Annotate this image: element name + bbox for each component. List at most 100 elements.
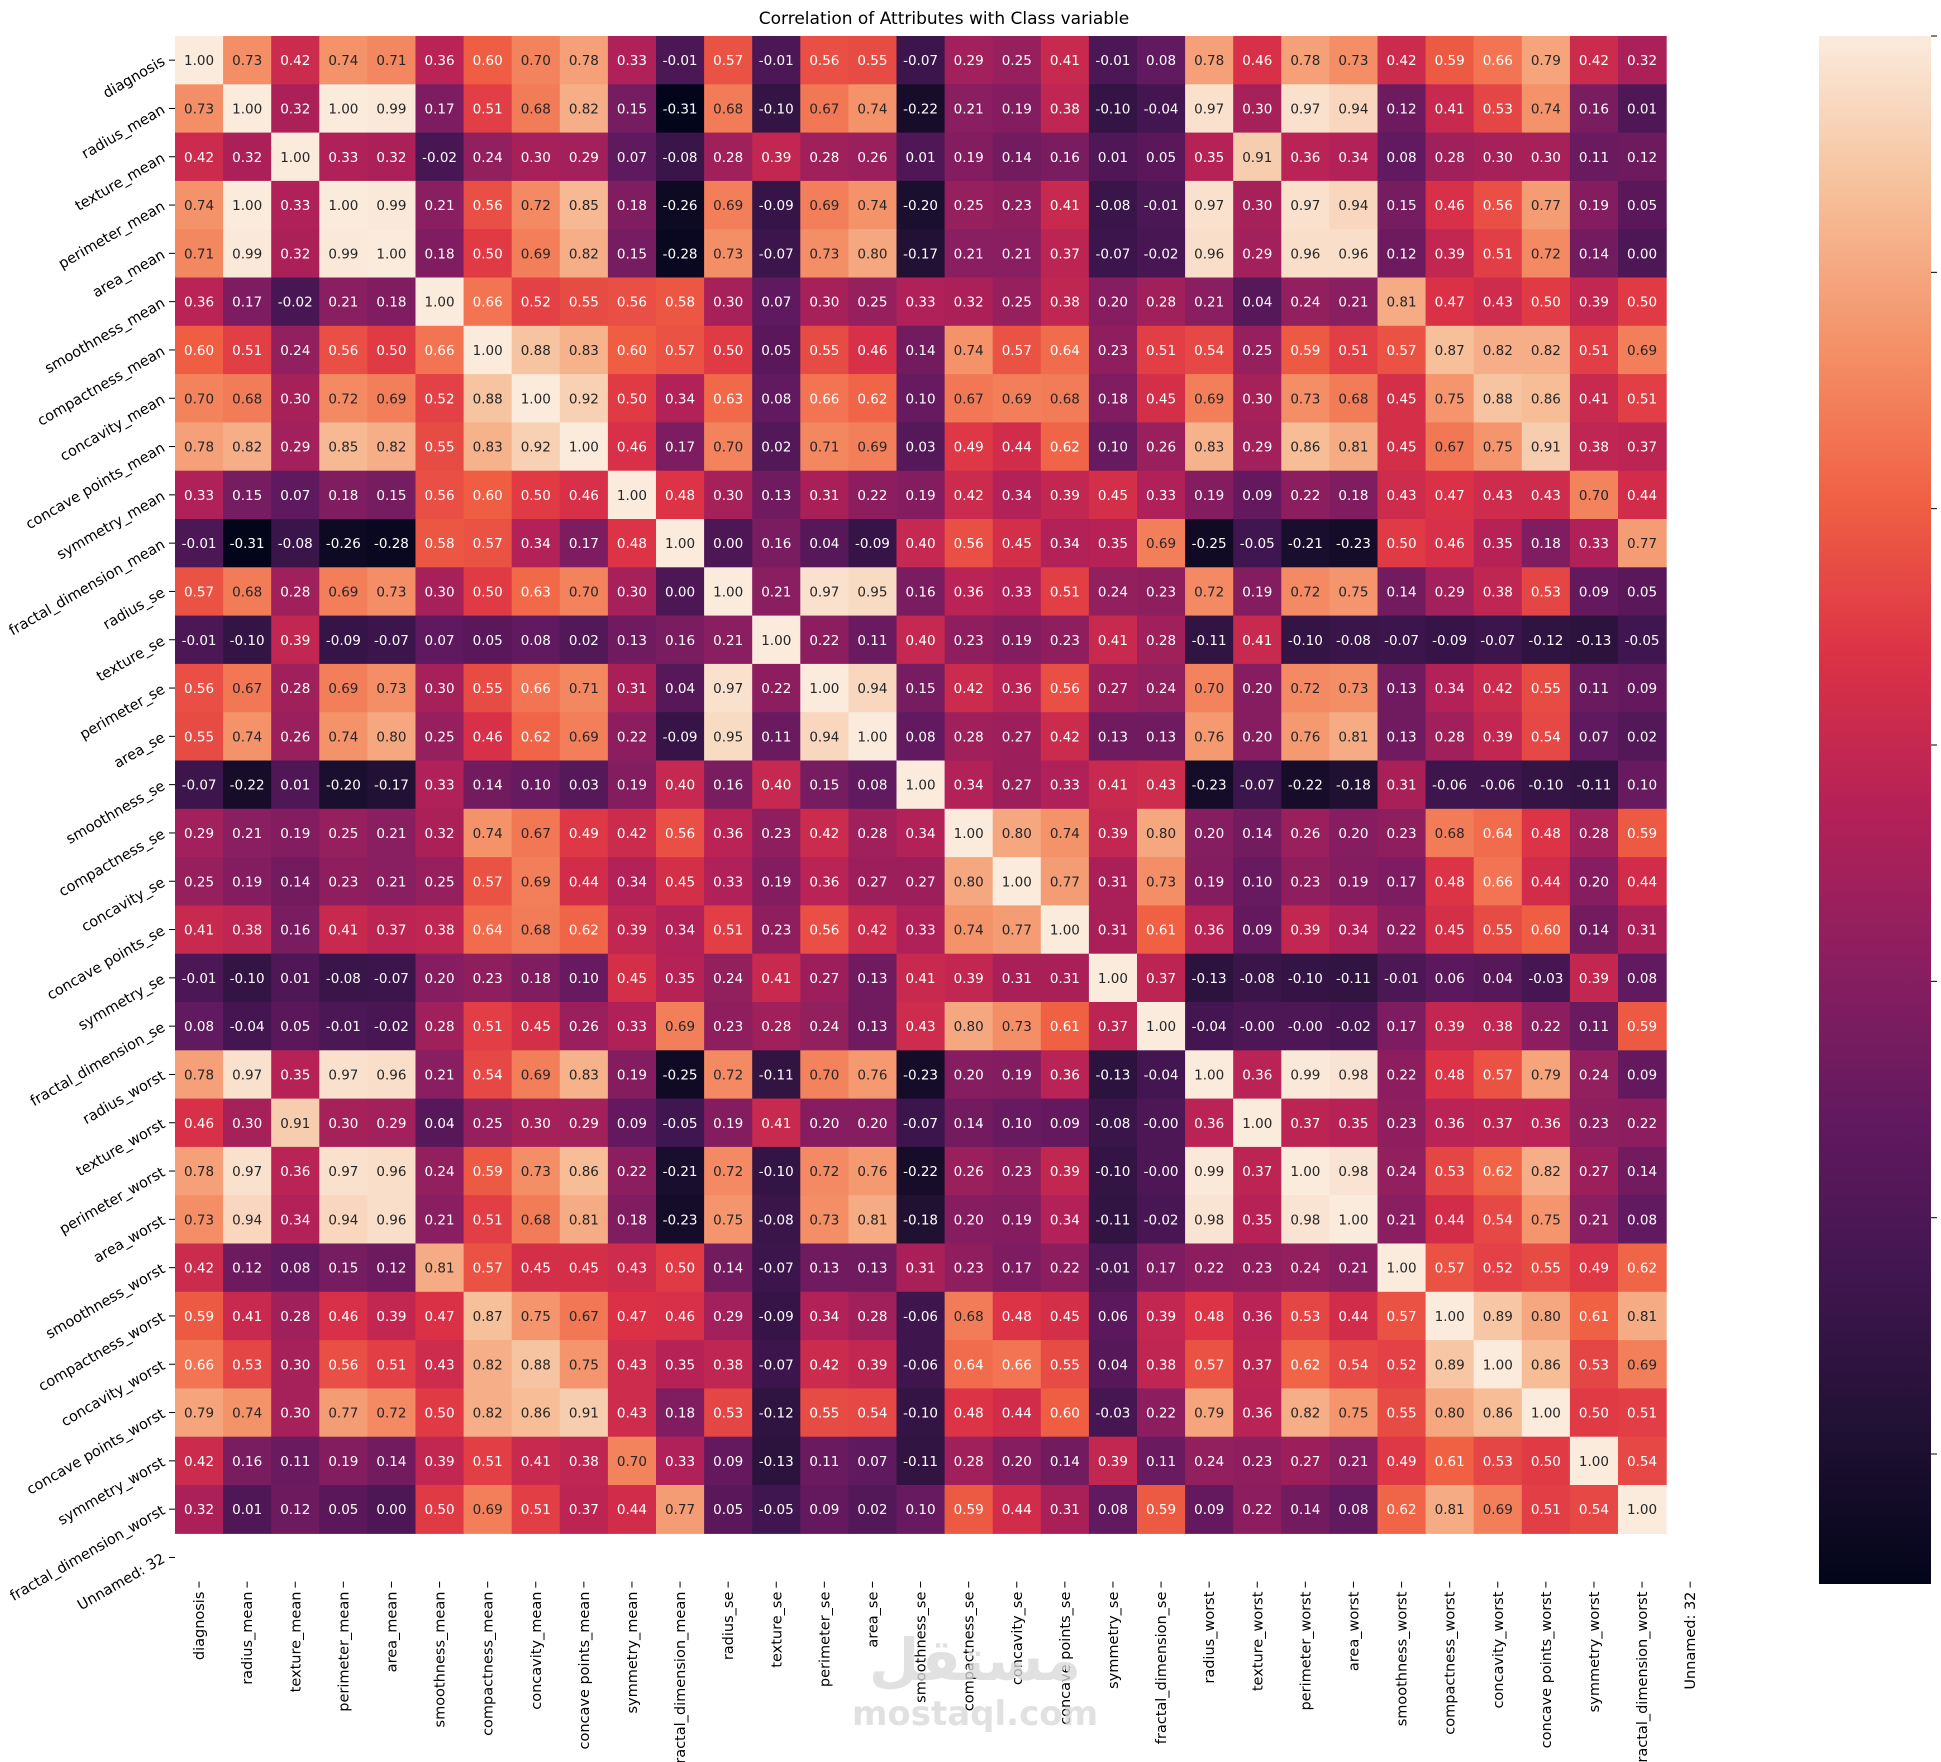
heatmap-cell bbox=[607, 36, 657, 85]
heatmap-cell bbox=[848, 84, 898, 134]
heatmap-cell-value: 0.17 bbox=[232, 295, 262, 311]
heatmap-cell-value: 0.07 bbox=[857, 1454, 887, 1470]
heatmap-cell-value: 0.57 bbox=[1387, 1309, 1417, 1325]
heatmap-cell-value: 0.60 bbox=[184, 343, 214, 359]
heatmap-cell bbox=[1088, 132, 1138, 182]
heatmap-cell bbox=[271, 36, 320, 85]
column-label: concavity_mean bbox=[529, 1592, 545, 1710]
heatmap-cell bbox=[1618, 663, 1667, 713]
heatmap-cell-value: 0.32 bbox=[1627, 53, 1657, 69]
heatmap-cell bbox=[1329, 374, 1379, 423]
heatmap-cell bbox=[1425, 470, 1475, 520]
heatmap-cell bbox=[271, 374, 320, 423]
heatmap-cell bbox=[607, 567, 657, 617]
heatmap-cell bbox=[896, 1291, 946, 1341]
heatmap-cell bbox=[848, 1340, 898, 1389]
heatmap-cell-value: 0.17 bbox=[665, 440, 695, 456]
heatmap-cell bbox=[559, 567, 609, 617]
heatmap-cell-value: 0.21 bbox=[954, 101, 984, 117]
heatmap-cell-value: 0.29 bbox=[1242, 440, 1272, 456]
heatmap-cell-value: 0.21 bbox=[425, 198, 455, 214]
heatmap-cell-value: 0.25 bbox=[473, 1116, 503, 1132]
column-label: perimeter_mean bbox=[336, 1592, 352, 1712]
heatmap-cell bbox=[415, 1388, 465, 1438]
heatmap-cell-value: 0.25 bbox=[328, 826, 358, 842]
heatmap-cell bbox=[175, 1340, 224, 1389]
heatmap-cell-value: 0.59 bbox=[1627, 826, 1657, 842]
heatmap-cell bbox=[1281, 84, 1330, 134]
heatmap-cell bbox=[271, 277, 320, 327]
row-label: fractal_dimension_worst bbox=[8, 1503, 169, 1605]
heatmap-cell bbox=[1425, 905, 1475, 955]
heatmap-cell bbox=[319, 229, 368, 279]
heatmap-cell-value: 0.09 bbox=[809, 1502, 839, 1518]
heatmap-cell-value: 0.15 bbox=[376, 488, 406, 504]
heatmap-cell bbox=[415, 1146, 465, 1196]
heatmap-cell bbox=[1137, 905, 1186, 955]
heatmap-cell-value: 0.43 bbox=[1483, 488, 1513, 504]
heatmap-cell bbox=[1521, 470, 1571, 520]
heatmap-cell bbox=[175, 229, 224, 279]
heatmap-cell bbox=[1281, 615, 1330, 665]
heatmap-cell bbox=[656, 567, 705, 617]
heatmap-cell-value: 0.62 bbox=[1627, 1261, 1657, 1277]
heatmap-cell-value: 0.73 bbox=[376, 584, 406, 600]
heatmap-cell-value: 0.43 bbox=[617, 1357, 647, 1373]
heatmap-cell-value: 0.99 bbox=[376, 101, 406, 117]
heatmap-cell-value: 0.82 bbox=[473, 1406, 503, 1422]
heatmap-cell-value: 0.69 bbox=[569, 729, 599, 745]
heatmap-cell-value: 0.23 bbox=[1002, 198, 1032, 214]
heatmap-cell bbox=[1329, 712, 1379, 762]
heatmap-cell bbox=[415, 1340, 465, 1389]
heatmap-cell bbox=[752, 808, 801, 858]
heatmap-cell-value: 0.26 bbox=[1146, 440, 1176, 456]
heatmap-cell-value: -0.05 bbox=[663, 1116, 698, 1132]
heatmap-cell-value: -0.07 bbox=[759, 246, 794, 262]
heatmap-cell-value: 0.24 bbox=[1194, 1454, 1224, 1470]
heatmap-cell bbox=[559, 1291, 609, 1341]
heatmap-cell-value: 0.59 bbox=[1146, 1502, 1176, 1518]
heatmap-cell-value: 0.24 bbox=[425, 1164, 455, 1180]
heatmap-cell-value: 0.26 bbox=[954, 1164, 984, 1180]
heatmap-cell bbox=[1425, 1002, 1475, 1051]
heatmap-cell bbox=[1233, 953, 1282, 1003]
heatmap-cell bbox=[752, 663, 801, 713]
heatmap-cell bbox=[848, 615, 898, 665]
heatmap-cell-value: 0.88 bbox=[1483, 391, 1513, 407]
heatmap-cell bbox=[1329, 1243, 1379, 1293]
heatmap-cell-value: -0.11 bbox=[1192, 633, 1227, 649]
heatmap-cell bbox=[367, 1050, 417, 1100]
heatmap-cell bbox=[800, 953, 849, 1003]
heatmap-cell-value: 0.25 bbox=[954, 198, 984, 214]
heatmap-cell-value: 0.39 bbox=[1098, 1454, 1128, 1470]
heatmap-cell bbox=[1377, 1002, 1427, 1051]
heatmap-cell bbox=[1473, 36, 1523, 85]
heatmap-cell-value: 0.73 bbox=[184, 101, 214, 117]
heatmap-cell-value: 0.41 bbox=[328, 923, 358, 939]
heatmap-cell-value: 0.20 bbox=[857, 1116, 887, 1132]
heatmap-cell-value: 0.20 bbox=[1579, 874, 1609, 890]
heatmap-cell bbox=[607, 180, 657, 230]
heatmap-cell-value: 0.43 bbox=[1387, 488, 1417, 504]
column-label: diagnosis bbox=[192, 1592, 208, 1661]
heatmap-cell-value: 0.36 bbox=[809, 874, 839, 890]
heatmap-cell-value: 0.09 bbox=[1579, 584, 1609, 600]
heatmap-cell-value: 0.57 bbox=[473, 1261, 503, 1277]
heatmap-cell-value: 1.00 bbox=[1098, 971, 1128, 987]
heatmap-cell-value: 0.04 bbox=[665, 681, 695, 697]
heatmap-cell-value: -0.04 bbox=[1144, 101, 1179, 117]
heatmap-cell-value: 0.44 bbox=[1531, 874, 1561, 890]
heatmap-cell bbox=[319, 1291, 368, 1341]
heatmap-cell bbox=[1569, 470, 1619, 520]
heatmap-cell-value: -0.01 bbox=[1095, 1261, 1130, 1277]
heatmap-cell bbox=[848, 325, 898, 375]
heatmap-cell-value: -0.11 bbox=[1095, 1212, 1130, 1228]
heatmap-cell bbox=[1377, 760, 1427, 810]
heatmap-cell-value: 0.08 bbox=[857, 778, 887, 794]
heatmap-cell bbox=[1040, 567, 1090, 617]
heatmap-cell bbox=[1425, 132, 1475, 182]
heatmap-cell-value: 1.00 bbox=[906, 778, 936, 794]
heatmap-cell-value: -0.17 bbox=[903, 246, 938, 262]
heatmap-cell bbox=[223, 180, 272, 230]
heatmap-cell bbox=[1329, 1436, 1379, 1486]
